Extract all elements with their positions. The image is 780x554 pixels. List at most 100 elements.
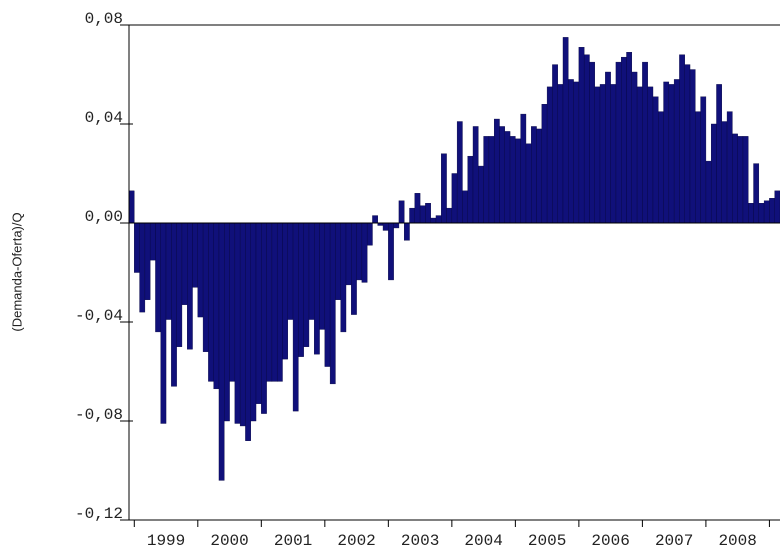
bar xyxy=(742,136,749,224)
bar xyxy=(276,222,283,382)
bar xyxy=(774,190,780,224)
bar xyxy=(737,136,744,224)
bar xyxy=(171,222,177,387)
x-tick-label: 2001 xyxy=(274,532,312,550)
bar xyxy=(684,64,691,224)
bar xyxy=(128,190,135,224)
bar xyxy=(695,111,701,224)
y-tick-label: 0,08 xyxy=(85,10,123,28)
bar xyxy=(176,222,183,347)
bar xyxy=(441,153,447,224)
bar xyxy=(552,64,558,224)
bar xyxy=(134,222,140,273)
bar xyxy=(504,131,511,224)
bar xyxy=(557,84,564,224)
bar xyxy=(160,222,167,424)
bar xyxy=(155,222,161,333)
bar xyxy=(187,222,193,350)
bar xyxy=(594,86,601,224)
bar xyxy=(753,163,760,224)
bar xyxy=(499,126,505,224)
bar xyxy=(255,222,262,404)
bar xyxy=(483,136,490,224)
bar xyxy=(700,96,707,224)
bar xyxy=(340,222,347,333)
bar xyxy=(446,207,453,224)
y-tick-label: -0,08 xyxy=(75,406,123,424)
bar xyxy=(303,222,310,347)
bar xyxy=(663,81,670,224)
bar xyxy=(382,222,389,231)
x-tick-label: 2003 xyxy=(401,532,439,550)
bar xyxy=(472,126,479,224)
bar xyxy=(250,222,257,422)
bar xyxy=(758,202,765,224)
bar xyxy=(239,222,246,427)
bar xyxy=(488,136,495,224)
bar xyxy=(668,84,675,224)
bar xyxy=(658,111,664,224)
x-tick-label: 2007 xyxy=(655,532,693,550)
bar xyxy=(748,202,754,224)
bar xyxy=(531,126,537,224)
bar xyxy=(573,81,580,224)
bar xyxy=(652,96,659,224)
x-tick-label: 2006 xyxy=(591,532,629,550)
bar xyxy=(292,222,299,412)
bar xyxy=(419,205,426,224)
bar xyxy=(541,103,548,224)
x-tick-label: 2004 xyxy=(464,532,502,550)
bar xyxy=(525,143,532,224)
bar xyxy=(192,222,199,288)
bar xyxy=(610,84,617,224)
x-tick-label: 2005 xyxy=(528,532,566,550)
bar xyxy=(213,222,220,390)
y-tick-label: -0,12 xyxy=(75,505,123,523)
bar xyxy=(409,207,416,224)
bar xyxy=(165,222,172,320)
bar xyxy=(324,222,331,367)
bar xyxy=(509,136,516,224)
bar xyxy=(308,222,315,320)
bar xyxy=(462,190,468,224)
bar xyxy=(689,69,696,224)
bar xyxy=(716,84,722,224)
bar xyxy=(224,222,230,422)
bar xyxy=(282,222,288,360)
bar xyxy=(520,113,527,224)
bar xyxy=(181,222,188,305)
bar xyxy=(631,71,638,224)
y-tick-label: 0,04 xyxy=(85,109,123,127)
bar xyxy=(647,86,654,224)
bar xyxy=(621,56,627,224)
bar xyxy=(769,198,775,224)
bar xyxy=(388,222,394,281)
x-tick-label: 1999 xyxy=(147,532,185,550)
bar xyxy=(287,222,294,320)
bar xyxy=(710,123,717,224)
bar xyxy=(314,222,320,355)
bar xyxy=(467,155,474,224)
bar xyxy=(589,61,595,224)
bar xyxy=(425,202,431,224)
bar xyxy=(605,71,611,224)
bar xyxy=(372,215,378,224)
bar xyxy=(298,222,304,357)
bar xyxy=(149,222,156,261)
x-tick-label: 2000 xyxy=(210,532,248,550)
bar xyxy=(536,128,543,224)
bar xyxy=(515,138,521,224)
bar xyxy=(404,222,410,241)
bar xyxy=(245,222,251,442)
bar xyxy=(366,222,373,246)
bar xyxy=(763,200,770,224)
bar xyxy=(218,222,225,481)
bar xyxy=(319,222,326,330)
bar xyxy=(208,222,214,382)
bar xyxy=(202,222,209,352)
bar xyxy=(636,86,643,224)
bar xyxy=(261,222,267,414)
bar xyxy=(271,222,278,382)
bar xyxy=(414,193,421,224)
bar xyxy=(705,160,712,224)
